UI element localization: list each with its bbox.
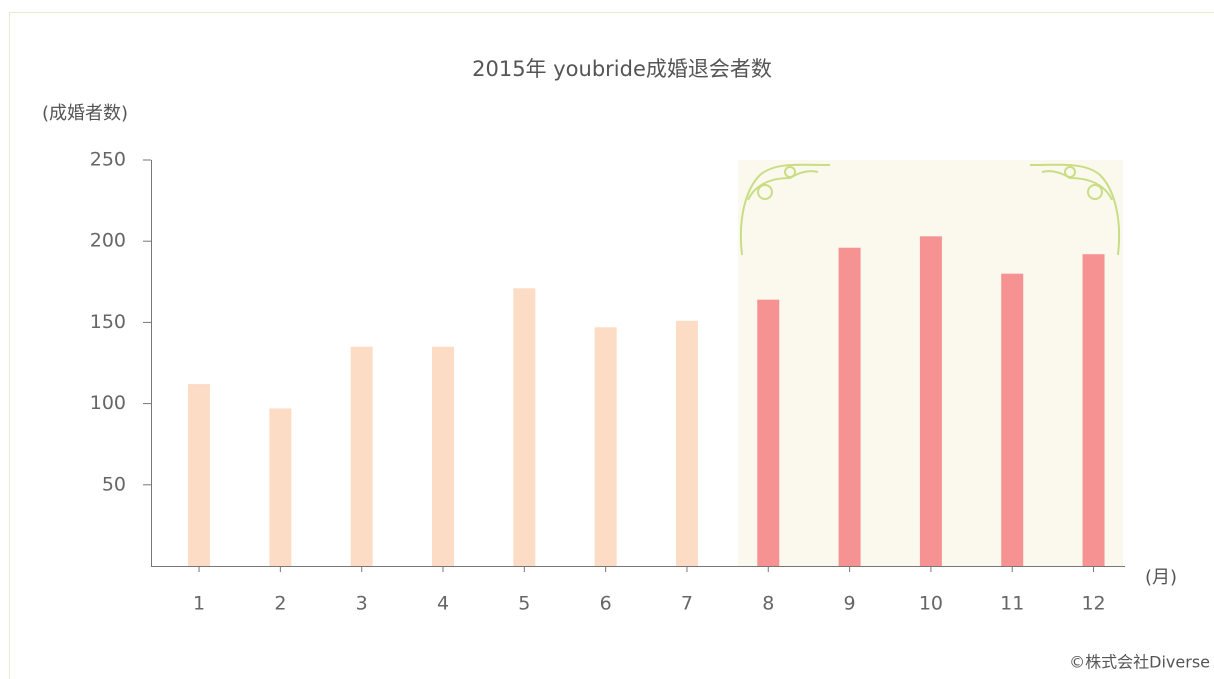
bar xyxy=(513,288,535,566)
y-tick-label: 50 xyxy=(102,473,126,495)
x-tick-label: 2 xyxy=(274,593,286,615)
chart-title: 2015年 youbride成婚退会者数 xyxy=(472,57,772,81)
bar xyxy=(595,327,617,566)
bar xyxy=(1001,274,1023,566)
bar xyxy=(920,236,942,566)
x-tick-label: 3 xyxy=(356,593,368,615)
bar xyxy=(757,300,779,566)
x-tick-label: 12 xyxy=(1081,593,1105,615)
y-axis-label: (成婚者数) xyxy=(42,103,128,124)
y-tick-label: 250 xyxy=(90,149,126,171)
bar xyxy=(432,347,454,566)
x-tick-label: 7 xyxy=(681,593,693,615)
x-tick-label: 8 xyxy=(762,593,774,615)
bar xyxy=(839,248,861,566)
bar xyxy=(188,384,210,566)
x-axis-label: (月) xyxy=(1145,567,1177,588)
bar xyxy=(1083,254,1105,566)
credit: ©株式会社Diverse xyxy=(1069,653,1210,672)
x-tick-label: 5 xyxy=(518,593,530,615)
x-tick-label: 9 xyxy=(844,593,856,615)
x-tick-label: 6 xyxy=(600,593,612,615)
x-tick-label: 1 xyxy=(193,593,205,615)
bar xyxy=(269,408,291,566)
y-tick-label: 100 xyxy=(90,392,126,414)
y-tick-label: 150 xyxy=(90,311,126,333)
y-tick-label: 200 xyxy=(90,230,126,252)
x-tick-label: 11 xyxy=(1000,593,1024,615)
x-tick-label: 10 xyxy=(919,593,943,615)
bar xyxy=(676,321,698,566)
x-tick-label: 4 xyxy=(437,593,449,615)
chart: 2015年 youbride成婚退会者数 (成婚者数) (月) ©株式会社Div… xyxy=(0,0,1214,679)
bar xyxy=(351,347,373,566)
